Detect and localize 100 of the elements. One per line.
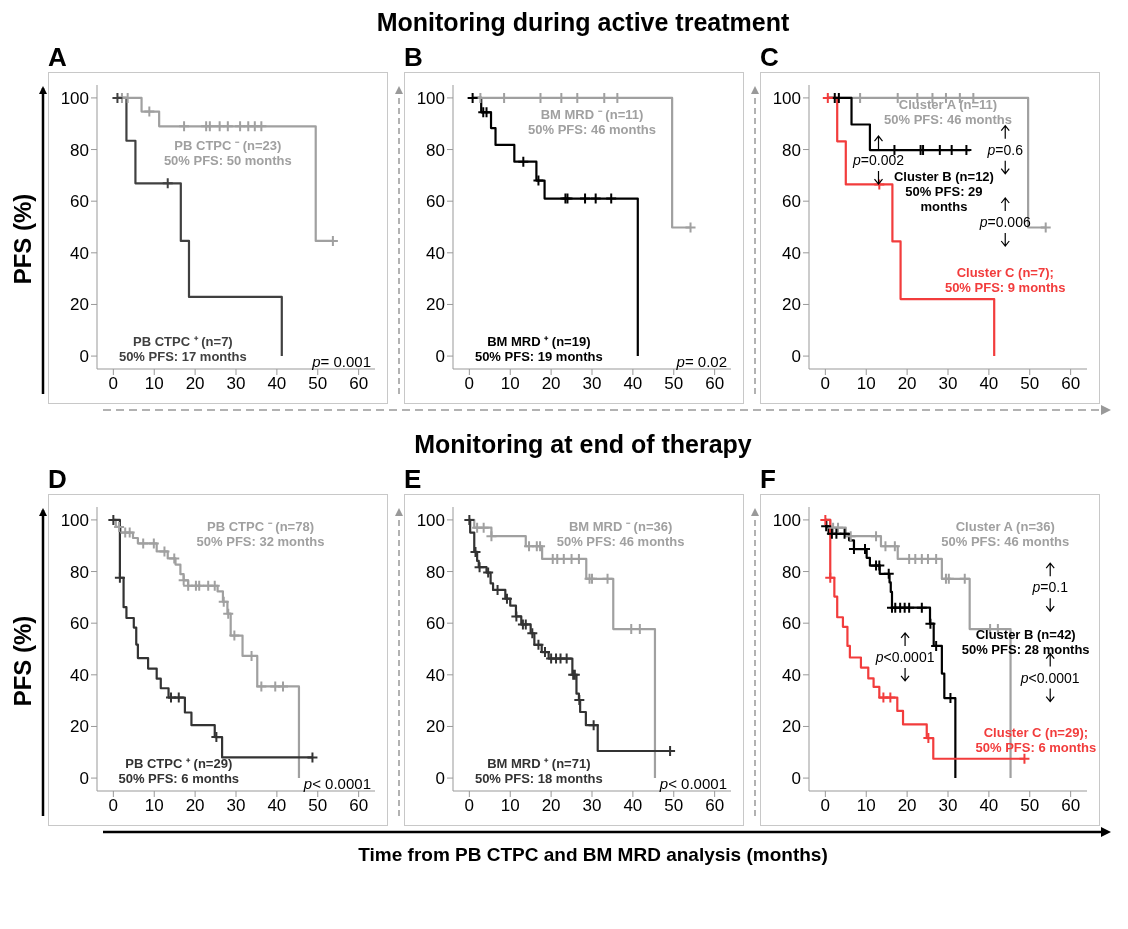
y-tick-label: 40 xyxy=(426,243,445,263)
x-tick-label: 20 xyxy=(185,374,205,394)
y-tick-label: 100 xyxy=(772,88,801,108)
y-tick-label: 100 xyxy=(772,510,801,530)
x-tick-label: 20 xyxy=(541,374,561,394)
y-tick-label: 100 xyxy=(60,88,89,108)
y-tick-label: 20 xyxy=(782,295,801,315)
x-tick-label: 40 xyxy=(979,374,999,394)
annotation: 50% PFS: 46 months xyxy=(528,122,656,138)
y-tick-label: 40 xyxy=(70,243,89,263)
series-label: Cluster C (n=7); xyxy=(956,264,1054,280)
y-axis-title: PFS (%) xyxy=(9,193,37,285)
x-tick-label: 50 xyxy=(1020,374,1040,394)
legend-label: Cluster B (n=12) xyxy=(893,169,994,185)
chart-title: C xyxy=(760,42,780,72)
x-tick-label: 30 xyxy=(582,374,602,394)
series-label: BM MRD ⁺ (n=71) xyxy=(487,756,591,772)
annotation: p=0.6 xyxy=(986,141,1024,158)
series-label: PB CTPC ⁻ (n=23) xyxy=(174,138,282,154)
annotation: 50% PFS: 17 months xyxy=(118,349,247,365)
x-tick-label: 50 xyxy=(308,796,328,816)
series-label: Cluster A (n=11) xyxy=(898,96,998,112)
y-tick-label: 0 xyxy=(435,769,445,789)
chart-title: D xyxy=(48,464,68,494)
x-tick-label: 60 xyxy=(705,796,725,816)
annotation: 50% PFS: 46 months xyxy=(941,533,1070,549)
y-tick-label: 80 xyxy=(782,562,801,582)
x-tick-label: 60 xyxy=(349,796,369,816)
y-tick-label: 100 xyxy=(416,88,445,108)
annotation: 50% PFS: 18 months xyxy=(474,771,603,787)
annotation: p<0.0001 xyxy=(874,648,935,665)
x-tick-label: 50 xyxy=(664,796,684,816)
x-tick-label: 60 xyxy=(705,374,725,394)
x-tick-label: 60 xyxy=(349,374,369,394)
annotation: p=0.006 xyxy=(978,214,1031,230)
y-tick-label: 40 xyxy=(426,665,445,685)
annotation: 50% PFS: 46 months xyxy=(884,111,1012,127)
annotation: 50% PFS: 19 months xyxy=(474,349,603,365)
x-tick-label: 30 xyxy=(938,796,958,816)
annotation: p<0.0001 xyxy=(1019,669,1080,686)
annotation: 50% PFS: 32 months xyxy=(196,533,325,549)
text: Cluster A (n=36) xyxy=(955,518,1055,534)
y-tick-label: 80 xyxy=(70,562,89,582)
series-label: BM MRD ⁻ (n=11) xyxy=(540,107,644,123)
x-tick-label: 50 xyxy=(664,374,684,394)
x-tick-label: 10 xyxy=(500,374,520,394)
y-tick-label: 60 xyxy=(426,614,445,634)
x-tick-label: 0 xyxy=(108,796,119,816)
y-tick-label: 20 xyxy=(70,717,89,737)
chart-title: E xyxy=(404,464,423,494)
annotation: 50% PFS: 6 months xyxy=(118,771,240,787)
x-tick-label: 50 xyxy=(1020,796,1040,816)
x-tick-label: 40 xyxy=(623,796,643,816)
x-tick-label: 0 xyxy=(820,796,831,816)
annotation: 50% PFS: 9 months xyxy=(944,279,1066,295)
y-tick-label: 60 xyxy=(70,614,89,634)
x-tick-label: 10 xyxy=(144,374,164,394)
x-tick-label: 0 xyxy=(464,374,475,394)
annotation: 50% PFS: 50 months xyxy=(163,153,292,169)
annotation: 50% PFS: 28 months xyxy=(961,642,1090,658)
y-tick-label: 80 xyxy=(782,140,801,160)
y-tick-label: 80 xyxy=(426,562,445,582)
chart-title: A xyxy=(48,42,68,72)
x-tick-label: 0 xyxy=(464,796,475,816)
annotation: p< 0.0001 xyxy=(658,775,727,792)
series-label: BM MRD ⁻ (n=36) xyxy=(568,518,673,534)
x-tick-label: 10 xyxy=(500,796,520,816)
y-tick-label: 0 xyxy=(791,769,801,789)
y-tick-label: 40 xyxy=(70,665,89,685)
text: BM MRD ⁺ (n=19) xyxy=(487,334,591,350)
x-tick-label: 30 xyxy=(582,796,602,816)
y-tick-label: 60 xyxy=(426,192,445,212)
y-tick-label: 20 xyxy=(426,717,445,737)
y-tick-label: 100 xyxy=(416,510,445,530)
y-tick-label: 20 xyxy=(782,717,801,737)
y-tick-label: 0 xyxy=(791,347,801,367)
annotation: p= 0.02 xyxy=(675,353,727,370)
annotation: 50% PFS: 46 months xyxy=(556,533,685,549)
x-tick-label: 20 xyxy=(897,796,917,816)
series-label: PB CTPC ⁺ (n=29) xyxy=(125,756,233,772)
y-tick-label: 100 xyxy=(60,510,89,530)
text: PB CTPC ⁺ (n=7) xyxy=(132,334,233,350)
text: Monitoring at end of therapy xyxy=(414,430,752,458)
x-axis-title: Time from PB CTPC and BM MRD analysis (months) xyxy=(357,844,829,866)
y-tick-label: 20 xyxy=(426,295,445,315)
x-tick-label: 60 xyxy=(1061,796,1081,816)
y-tick-label: 80 xyxy=(426,140,445,160)
x-tick-label: 0 xyxy=(108,374,119,394)
x-tick-label: 10 xyxy=(144,796,164,816)
x-tick-label: 40 xyxy=(623,374,643,394)
x-tick-label: 20 xyxy=(897,374,917,394)
x-tick-label: 0 xyxy=(820,374,831,394)
y-tick-label: 0 xyxy=(435,347,445,367)
annotation: 50% PFS: 6 months xyxy=(975,740,1097,756)
x-tick-label: 60 xyxy=(1061,374,1081,394)
text: PB CTPC ⁻ (n=78) xyxy=(207,518,314,534)
x-tick-label: 30 xyxy=(226,374,246,394)
annotation: p= 0.001 xyxy=(311,353,371,370)
x-tick-label: 20 xyxy=(541,796,561,816)
x-tick-label: 40 xyxy=(267,374,287,394)
